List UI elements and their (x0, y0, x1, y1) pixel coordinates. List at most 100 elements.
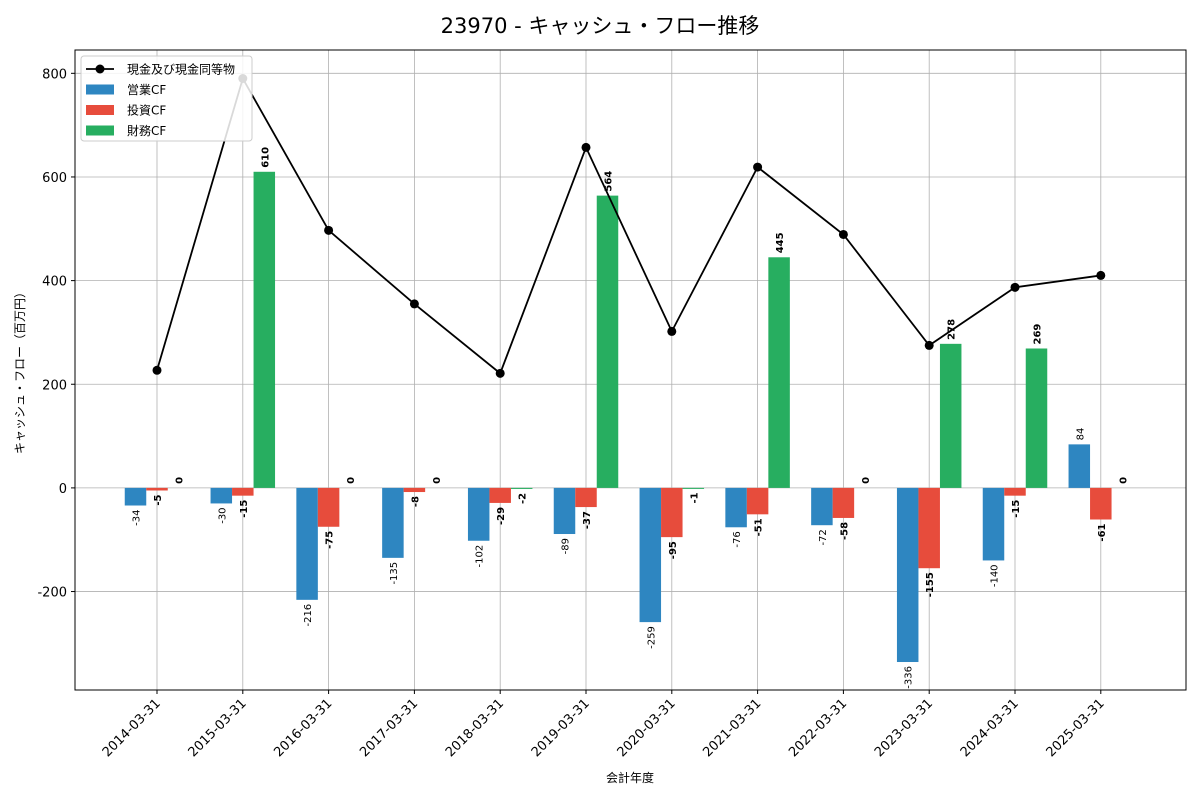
bar-s2-4 (510, 487, 533, 489)
y-tick-label-2: 200 (42, 378, 67, 393)
data-label-s2-6: -1 (689, 492, 700, 503)
bar-s1-9 (918, 487, 940, 569)
data-label-s1-0: -5 (153, 494, 164, 505)
bar-s2-10 (1025, 348, 1048, 488)
bars (124, 171, 1112, 663)
legend-box (80, 55, 253, 142)
bar-s0-9 (896, 487, 919, 663)
data-label-s0-4: -102 (475, 545, 486, 568)
data-label-s1-10: -15 (1011, 500, 1022, 518)
chart-title: 23970 - キャッシュ・フロー推移 (441, 14, 760, 38)
bar-s0-4 (467, 487, 490, 541)
bar-s0-11 (1068, 444, 1091, 488)
x-tick-label-3: 2017-03-31 (357, 696, 421, 760)
bar-s2-9 (939, 343, 962, 488)
legend-label-3: 財務CF (127, 123, 166, 138)
cash-point-10 (1010, 282, 1020, 292)
bar-s0-5 (553, 487, 576, 535)
data-label-s1-9: -155 (925, 572, 936, 597)
data-label-s0-6: -259 (646, 626, 657, 649)
bar-s2-1 (253, 171, 276, 488)
x-tick-label-0: 2014-03-31 (100, 696, 164, 760)
cash-line-path (156, 76, 1101, 375)
data-label-s1-2: -75 (325, 531, 336, 549)
y-tick-label-0: -200 (37, 586, 67, 601)
data-label-s0-10: -140 (990, 564, 1001, 587)
legend-swatch-2 (86, 105, 114, 115)
y-axis: -200 0 200 400 600 800 (37, 67, 75, 601)
bar-s1-8 (832, 487, 855, 518)
bar-s1-4 (489, 487, 511, 503)
x-tick-label-11: 2025-03-31 (1044, 696, 1108, 760)
cash-point-11 (1096, 270, 1106, 280)
x-tick-label-10: 2024-03-31 (958, 696, 1022, 760)
bar-s0-1 (210, 487, 233, 504)
data-label-s1-3: -8 (410, 496, 421, 507)
x-axis: 2014-03-31 2015-03-31 2016-03-31 2017-03-31… (100, 690, 1108, 760)
data-label-s2-8: 0 (861, 477, 872, 484)
bar-s1-5 (575, 487, 597, 508)
bar-s1-11 (1090, 487, 1112, 520)
x-tick-label-7: 2021-03-31 (700, 696, 764, 760)
bar-s1-2 (317, 487, 340, 527)
cash-point-8 (838, 229, 848, 239)
data-label-s2-3: 0 (432, 477, 443, 484)
bar-s0-0 (124, 487, 147, 506)
x-tick-label-6: 2020-03-31 (615, 696, 679, 760)
bar-s0-6 (639, 487, 662, 623)
cash-point-3 (409, 299, 419, 309)
data-label-s0-3: -135 (389, 562, 400, 585)
data-label-s0-9: -336 (904, 666, 915, 689)
x-tick-label-9: 2023-03-31 (872, 696, 936, 760)
legend-swatch-3 (86, 125, 114, 136)
data-label-s1-11: -61 (1097, 523, 1108, 541)
bar-s1-1 (232, 487, 254, 496)
cash-point-7 (753, 162, 763, 172)
bar-s0-8 (811, 487, 833, 526)
data-label-s1-8: -58 (839, 522, 850, 540)
bar-s0-10 (982, 487, 1005, 561)
bar-s0-3 (382, 487, 404, 558)
data-label-s2-10: 269 (1033, 324, 1044, 345)
bar-s2-6 (682, 487, 705, 489)
x-axis-label: 会計年度 (606, 770, 654, 785)
data-label-s0-8: -72 (818, 529, 829, 545)
cash-point-9 (924, 340, 934, 350)
x-tick-label-4: 2018-03-31 (443, 696, 507, 760)
bar-s0-2 (296, 487, 318, 600)
cash-point-4 (495, 368, 505, 378)
y-axis-label: キャッシュ・フロー（百万円） (13, 286, 27, 454)
cash-point-0 (152, 365, 162, 375)
data-label-s1-7: -51 (754, 518, 765, 536)
x-tick-label-1: 2015-03-31 (186, 696, 250, 760)
cash-point-2 (324, 225, 334, 235)
y-tick-label-3: 400 (42, 275, 67, 290)
cash-point-6 (667, 326, 677, 336)
data-label-s2-0: 0 (175, 477, 186, 484)
data-label-s2-2: 0 (346, 477, 357, 484)
y-tick-label-1: 0 (59, 482, 67, 497)
data-label-s2-4: -2 (518, 493, 529, 504)
bar-s2-5 (596, 195, 619, 488)
data-labels: -34 -30 -216 -135 -102 -89 -259 -76 -72 -336 -140 8… (132, 147, 1130, 689)
data-label-s2-9: 278 (947, 319, 958, 340)
bar-s1-7 (746, 487, 769, 515)
x-tick-label-8: 2022-03-31 (786, 696, 850, 760)
data-label-s1-1: -15 (239, 500, 250, 518)
legend-label-1: 営業CF (127, 83, 166, 97)
data-label-s0-11: 84 (1075, 428, 1086, 441)
y-tick-label-5: 800 (42, 67, 67, 82)
cash-line (152, 74, 1106, 378)
legend-marker-0 (95, 64, 105, 74)
legend-swatch-1 (86, 84, 114, 95)
plot-frame (74, 49, 1187, 691)
data-label-s2-5: 564 (604, 171, 615, 192)
data-label-s0-2: -216 (303, 604, 314, 627)
data-label-s0-5: -89 (561, 538, 572, 554)
data-label-s0-1: -30 (217, 507, 228, 523)
legend-label-2: 投資CF (127, 103, 166, 118)
data-label-s1-6: -95 (668, 541, 679, 559)
data-label-s2-7: 445 (775, 232, 786, 253)
bar-s1-0 (146, 487, 168, 491)
